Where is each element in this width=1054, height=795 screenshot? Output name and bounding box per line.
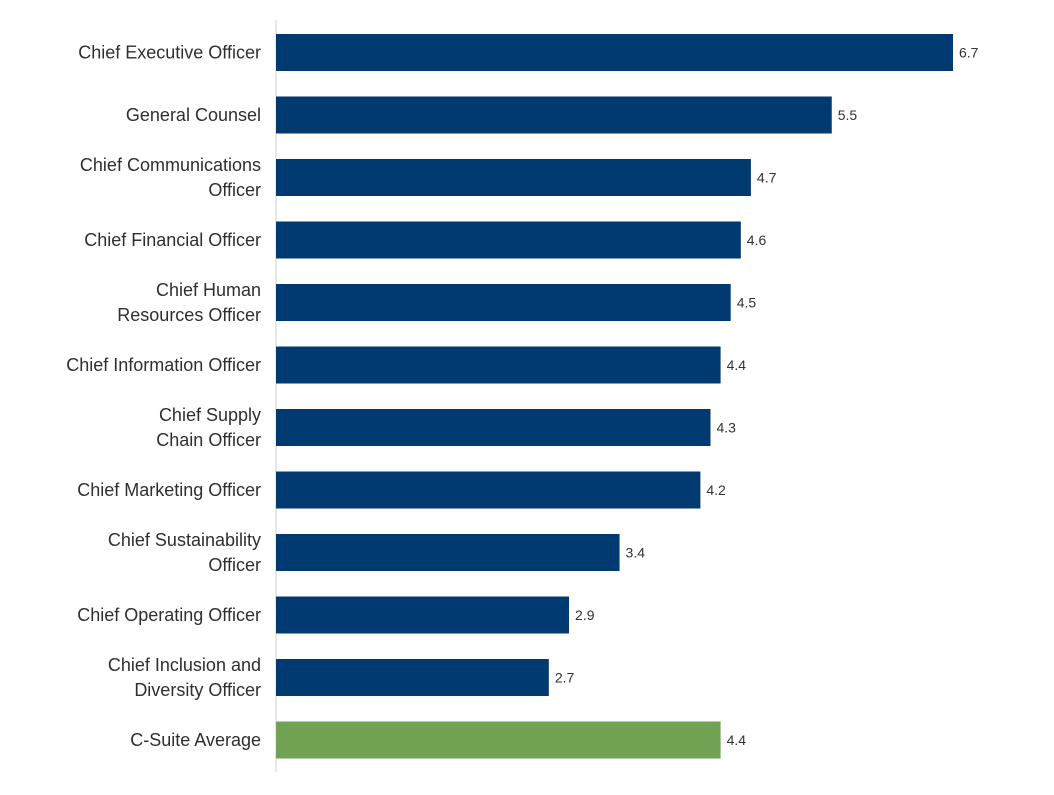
category-label: Chief Communications Officer	[80, 155, 261, 200]
category-label: Chief Operating Officer	[77, 605, 261, 625]
category-label-line: Officer	[208, 555, 261, 575]
category-label: Chief Marketing Officer	[77, 480, 261, 500]
category-label: C-Suite Average	[130, 730, 261, 750]
category-label-line: Chief Inclusion and	[108, 655, 261, 675]
bar	[276, 34, 953, 71]
category-label-line: General Counsel	[126, 105, 261, 125]
value-label: 2.9	[575, 607, 595, 623]
category-label-line: Chief Communications	[80, 155, 261, 175]
value-label: 5.5	[838, 107, 858, 123]
category-label: Chief Inclusion and Diversity Officer	[108, 655, 261, 700]
category-label-line: Chief Executive Officer	[78, 43, 261, 63]
value-label: 4.4	[727, 357, 747, 373]
category-label: Chief Human Resources Officer	[117, 280, 261, 325]
category-label: Chief Executive Officer	[78, 43, 261, 63]
category-label: Chief Sustainability Officer	[108, 530, 261, 575]
category-label: Chief Supply Chain Officer	[156, 405, 261, 450]
category-label-line: Chain Officer	[156, 430, 261, 450]
category-label-line: Officer	[208, 180, 261, 200]
bar	[276, 596, 570, 634]
value-label: 4.3	[716, 420, 736, 436]
category-label-line: Resources Officer	[117, 305, 261, 325]
value-labels-group: 6.7 5.5 4.7 4.6 4.5 4.4 4.3 4.2 3.4 2.9 2.7 4.4	[555, 45, 979, 749]
value-label: 4.4	[727, 732, 747, 748]
bar	[276, 284, 731, 321]
category-label-line: Chief Sustainability	[108, 530, 261, 550]
category-labels-group: Chief Executive Officer General Counsel Ch…	[66, 43, 261, 751]
category-label-line: Chief Financial Officer	[84, 230, 261, 250]
value-label: 6.7	[959, 45, 979, 61]
bars-group	[276, 34, 953, 759]
value-label: 4.6	[747, 232, 767, 248]
bar-average	[276, 721, 721, 759]
bar	[276, 159, 751, 196]
bar	[276, 346, 721, 384]
value-label: 4.2	[706, 482, 726, 498]
bar	[276, 96, 832, 134]
category-label-line: Chief Marketing Officer	[77, 480, 261, 500]
category-label-line: Chief Information Officer	[66, 355, 261, 375]
value-label: 3.4	[626, 545, 646, 561]
category-label-line: Chief Human	[156, 280, 261, 300]
bar	[276, 471, 701, 509]
value-label: 4.5	[737, 295, 757, 311]
category-label: Chief Financial Officer	[84, 230, 261, 250]
bar	[276, 534, 620, 571]
category-label-line: C-Suite Average	[130, 730, 261, 750]
category-label: General Counsel	[126, 105, 261, 125]
bar	[276, 659, 549, 696]
category-label-line: Diversity Officer	[134, 680, 261, 700]
value-label: 2.7	[555, 670, 575, 686]
category-label-line: Chief Operating Officer	[77, 605, 261, 625]
value-label: 4.7	[757, 170, 777, 186]
bar	[276, 409, 711, 446]
category-label-line: Chief Supply	[159, 405, 261, 425]
category-label: Chief Information Officer	[66, 355, 261, 375]
bar	[276, 221, 741, 259]
